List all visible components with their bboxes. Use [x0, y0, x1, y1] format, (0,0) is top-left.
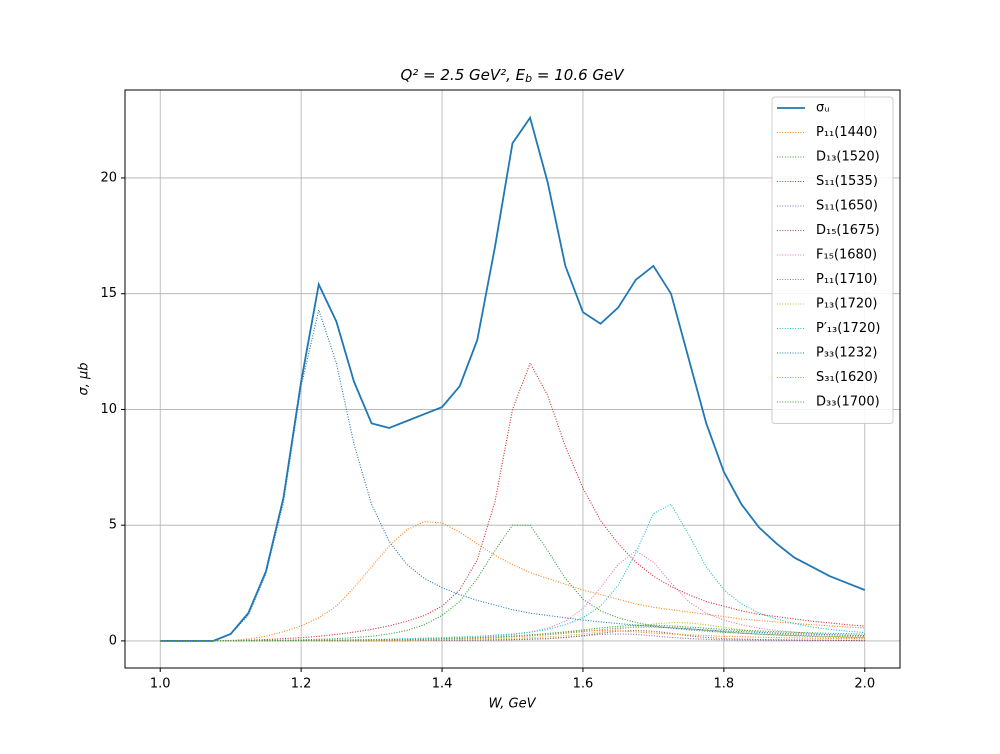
legend-label: P₁₁(1440) [816, 125, 878, 140]
x-tick-label: 2.0 [854, 677, 875, 692]
y-tick-label: 5 [109, 518, 117, 533]
x-tick-label: 1.4 [432, 677, 453, 692]
series-line [160, 361, 865, 642]
x-tick-label: 1.0 [150, 677, 171, 692]
series-line [160, 624, 865, 642]
title-part: Q² = 2.5 GeV², E [400, 66, 525, 84]
legend-label: D₁₃(1520) [816, 150, 880, 165]
title-part: = 10.6 GeV [532, 66, 625, 84]
legend-label: P′₁₃(1720) [816, 321, 880, 336]
plot-lines [160, 115, 866, 642]
y-tick-label: 10 [100, 402, 117, 417]
y-tick-label: 20 [100, 170, 117, 185]
y-tick-label: 0 [109, 633, 117, 648]
chart-title: Q² = 2.5 GeV², Eb = 10.6 GeV [400, 66, 625, 86]
legend-label: P₃₃(1232) [816, 346, 878, 361]
legend-box [771, 96, 894, 424]
plot-frame [124, 89, 901, 669]
x-tick-label: 1.6 [573, 677, 594, 692]
legend-label: σᵤ [816, 101, 830, 116]
legend-label: F₁₅(1680) [816, 248, 877, 263]
legend-label: S₁₁(1650) [816, 199, 878, 214]
series-line [160, 115, 866, 642]
x-tick-label: 1.8 [714, 677, 735, 692]
legend-label: D₁₅(1675) [816, 223, 880, 238]
legend-label: P₁₃(1720) [816, 297, 878, 312]
legend-label: S₃₁(1620) [816, 370, 878, 385]
legend-label: S₁₁(1535) [816, 174, 878, 189]
x-tick-label: 1.2 [291, 677, 312, 692]
y-axis-label: σ, μb [77, 362, 92, 395]
series-line [160, 521, 865, 642]
legend-label: D₃₃(1700) [816, 395, 880, 410]
y-tick-label: 15 [100, 286, 117, 301]
legend: σᵤ P₁₁(1440) D₁₃(1520) S₁₁(1535) S₁₁(1650) D₁… [771, 96, 894, 424]
title-subscript: b [525, 72, 532, 85]
ticks: 1.0 1.2 1.4 1.6 1.8 2.0 0 5 10 15 20 [100, 170, 875, 691]
x-axis-label: W, GeV [488, 697, 536, 712]
legend-label: P₁₁(1710) [816, 272, 878, 287]
